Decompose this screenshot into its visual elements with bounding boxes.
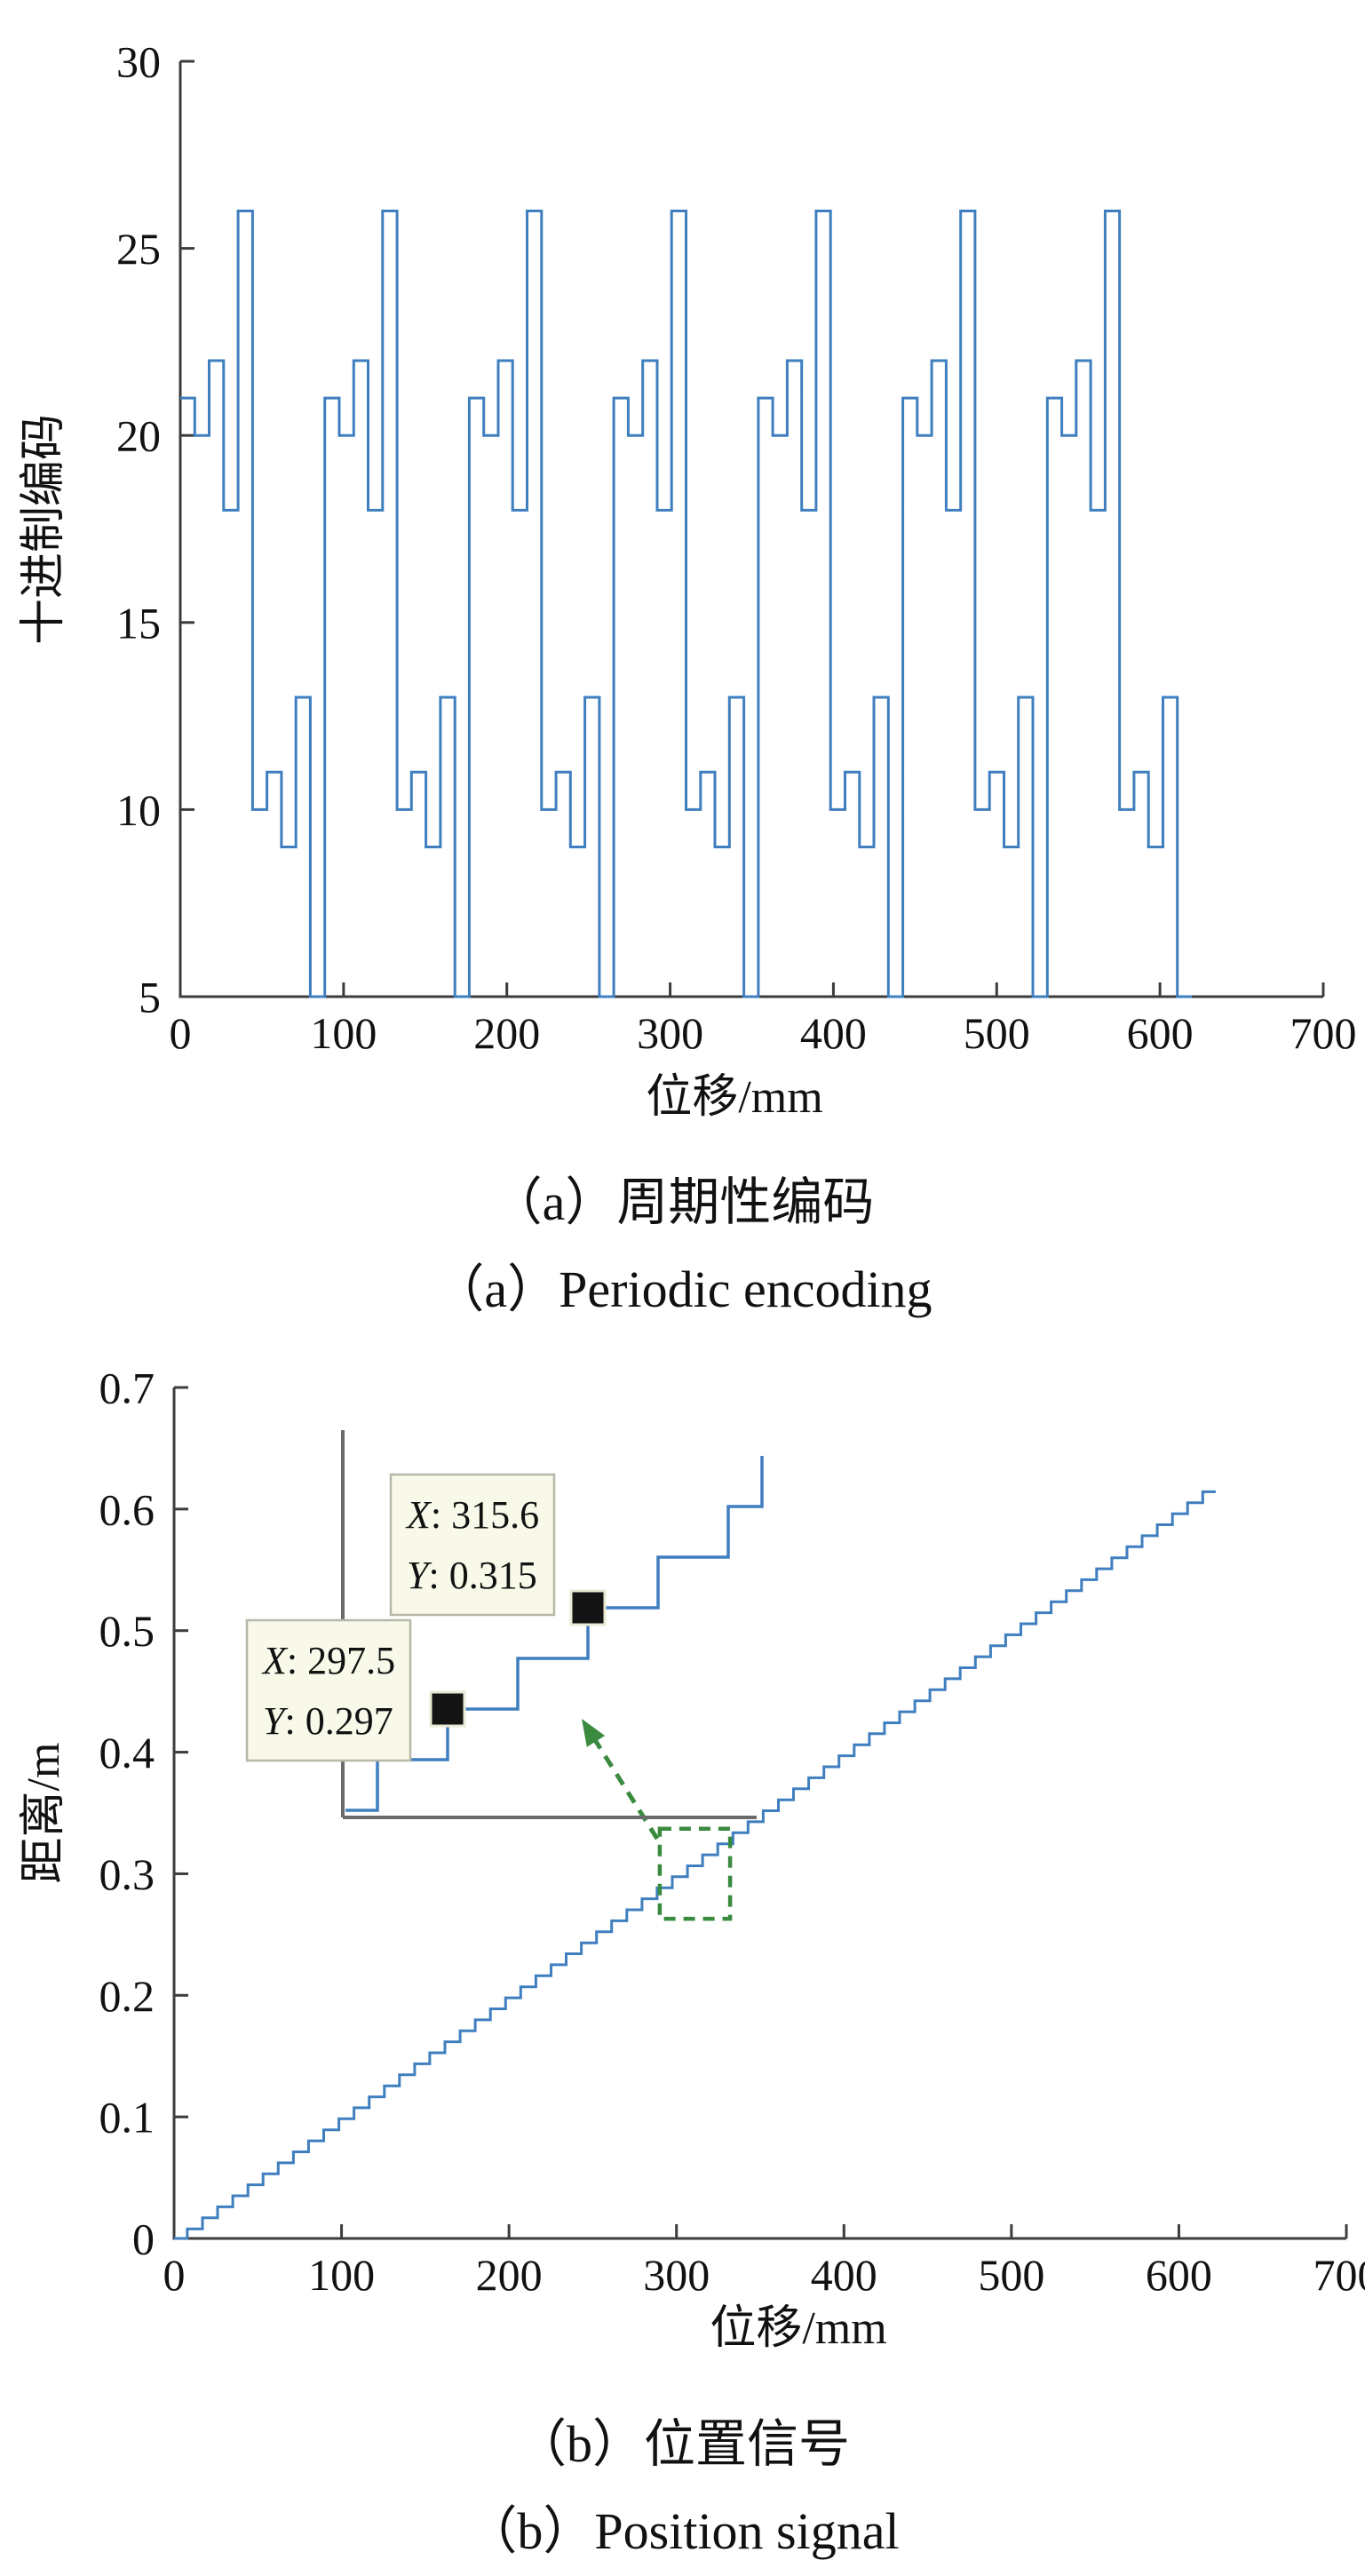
- chart-a-periodic-encoding: 0 100 200 300 400 500 600 700 5 10 15 20 25 30 位移/mm 十进…: [19, 37, 1357, 1124]
- zoom-region-box: [657, 1826, 733, 1921]
- x-tick-label: 700: [1313, 2250, 1365, 2300]
- datatip-text: X: 297.5: [261, 1639, 395, 1682]
- x-tick-label: 600: [1127, 1008, 1194, 1058]
- y-tick-label: 25: [116, 224, 161, 274]
- x-axis-title: 位移/mm: [710, 2303, 886, 2354]
- y-tick-label: 20: [116, 411, 161, 461]
- x-tick-label: 400: [811, 2250, 877, 2300]
- caption-b-english: （b）Position signal: [465, 2502, 900, 2560]
- y-axis-title: 距离/m: [19, 1743, 69, 1884]
- axes: 0 100 200 300 400 500 600 700 0 0.1 0.2 0.3 0.4 0.5 0.…: [19, 1364, 1365, 2355]
- datatip-text: X: 315.6: [405, 1493, 539, 1537]
- y-tick-label: 0.7: [99, 1364, 155, 1413]
- y-tick-label: 0.3: [99, 1849, 155, 1899]
- y-axis-title: 十进制编码: [19, 414, 69, 645]
- y-tick-label: 0.5: [99, 1606, 155, 1656]
- axes: 0 100 200 300 400 500 600 700 5 10 15 20 25 30 位移/mm 十进…: [19, 37, 1357, 1124]
- datatip-box: [389, 1473, 556, 1617]
- y-tick-label: 0.6: [99, 1484, 155, 1534]
- encoded-signal-line: [180, 210, 1192, 998]
- y-tick-label: 0: [132, 2214, 155, 2264]
- axis-lines: [179, 61, 1323, 998]
- chart-b-position-signal: 0 100 200 300 400 500 600 700 0 0.1 0.2 0.3 0.4 0.5 0.…: [19, 1364, 1365, 2355]
- y-tick-label: 5: [139, 973, 161, 1022]
- caption-a-chinese: （a）周期性编码: [490, 1173, 875, 1231]
- x-tick-label: 200: [473, 1008, 540, 1058]
- datatip-box: [245, 1618, 412, 1762]
- x-tick-label: 300: [643, 2250, 710, 2300]
- tick-labels: 0 100 200 300 400 500 600 700 5 10 15 20 25 30: [116, 37, 1357, 1059]
- y-tick-label: 10: [116, 785, 161, 835]
- x-axis-title: 位移/mm: [646, 1072, 822, 1123]
- y-tick-label: 0.1: [99, 2093, 155, 2143]
- position-signal-line: [174, 1490, 1216, 2240]
- datatip-marker: [429, 1690, 466, 1728]
- x-tick-label: 200: [476, 2250, 543, 2300]
- x-tick-label: 600: [1146, 2250, 1212, 2300]
- x-tick-label: 100: [310, 1008, 377, 1058]
- zoom-arrow-shaft: [591, 1735, 660, 1841]
- x-tick-label: 400: [800, 1008, 867, 1058]
- x-tick-label: 0: [170, 1008, 192, 1058]
- caption-a-english: （a）Periodic encoding: [433, 1260, 932, 1318]
- x-tick-label: 0: [163, 2250, 186, 2300]
- y-tick-label: 0.4: [99, 1728, 155, 1777]
- y-tick-label: 0.2: [99, 1971, 155, 2021]
- y-tick-label: 15: [116, 598, 161, 648]
- y-tick-label: 30: [116, 37, 161, 87]
- datatip-text: Y: 0.297: [263, 1699, 393, 1743]
- tick-marks: [179, 60, 1325, 998]
- tick-marks: [172, 1386, 1348, 2240]
- zoom-arrow-head: [582, 1719, 606, 1747]
- datatip-text: Y: 0.315: [407, 1554, 537, 1597]
- zoom-inset: X: 297.5 Y: 0.297 X: 315.6 Y: 0.315: [245, 1430, 764, 1819]
- x-tick-label: 100: [308, 2250, 375, 2300]
- x-tick-label: 300: [637, 1008, 703, 1058]
- tick-labels: 0 100 200 300 400 500 600 700 0 0.1 0.2 0.3 0.4 0.5 0.…: [99, 1364, 1365, 2301]
- x-tick-label: 500: [978, 2250, 1044, 2300]
- x-tick-label: 700: [1290, 1008, 1357, 1058]
- x-tick-label: 500: [964, 1008, 1030, 1058]
- caption-b-chinese: （b）位置信号: [514, 2415, 850, 2473]
- datatip-marker: [569, 1589, 607, 1626]
- axis-lines: [172, 1387, 1346, 2240]
